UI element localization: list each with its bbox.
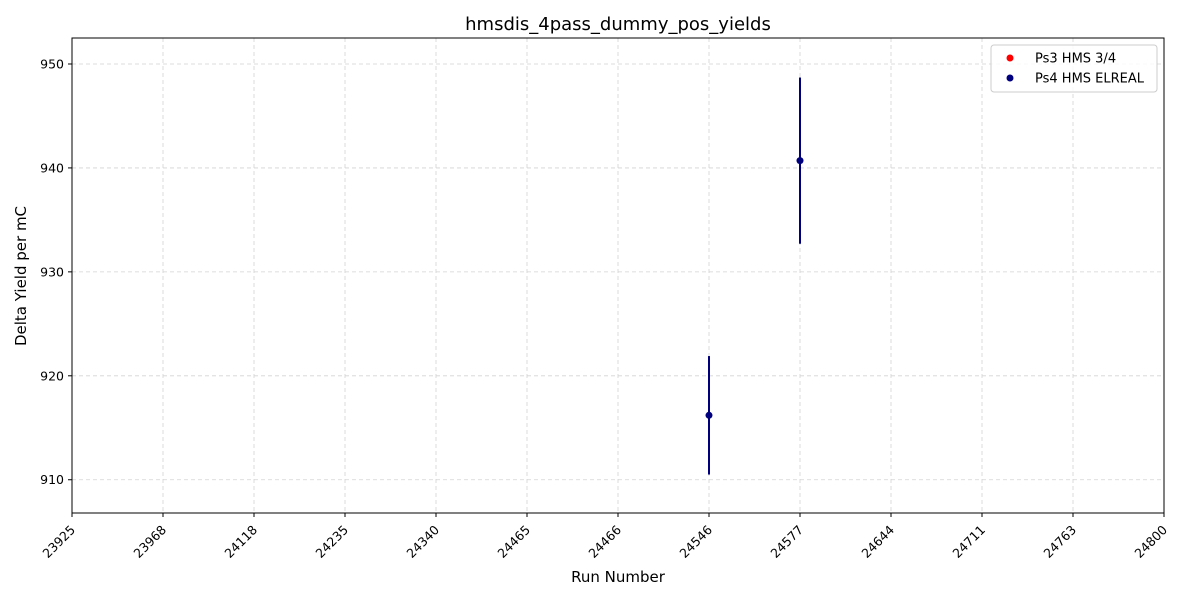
x-tick-label: 24644 (858, 522, 897, 561)
x-tick-label: 24763 (1040, 522, 1079, 561)
y-tick-label: 950 (40, 56, 64, 71)
x-tick-label: 24546 (676, 522, 715, 561)
data-layer (705, 77, 804, 475)
legend-label: Ps4 HMS ELREAL (1035, 72, 1145, 87)
x-tick-label: 24800 (1131, 522, 1170, 561)
chart-title: hmsdis_4pass_dummy_pos_yields (465, 14, 771, 35)
y-axis-label: Delta Yield per mC (12, 206, 30, 346)
data-point (796, 157, 804, 165)
y-tick-label: 910 (40, 472, 64, 487)
x-tick-label: 24577 (767, 522, 806, 561)
x-tick-label: 24118 (221, 522, 260, 561)
x-tick-label: 24235 (312, 522, 351, 561)
legend-marker (1006, 54, 1014, 62)
x-tick-label: 24711 (949, 522, 988, 561)
x-tick-label: 23925 (39, 522, 78, 561)
x-tick-label: 24465 (494, 522, 533, 561)
y-tick-label: 920 (40, 368, 64, 383)
legend-box (990, 44, 1158, 93)
legend-label: Ps3 HMS 3/4 (1035, 52, 1116, 67)
x-tick-label: 24340 (403, 522, 442, 561)
grid (71, 38, 1165, 513)
x-tick-label: 23968 (130, 522, 169, 561)
axis-ticks: 23925 23968 24118 24235 24340 24465 24466 24546… (39, 56, 1170, 560)
y-tick-label: 930 (40, 264, 64, 279)
x-tick-label: 24466 (585, 522, 624, 561)
y-tick-label: 940 (40, 160, 64, 175)
legend-marker (1006, 74, 1014, 82)
data-point (705, 411, 713, 419)
legend: Ps3 HMS 3/4 Ps4 HMS ELREAL (990, 44, 1158, 93)
x-axis-label: Run Number (571, 568, 666, 586)
